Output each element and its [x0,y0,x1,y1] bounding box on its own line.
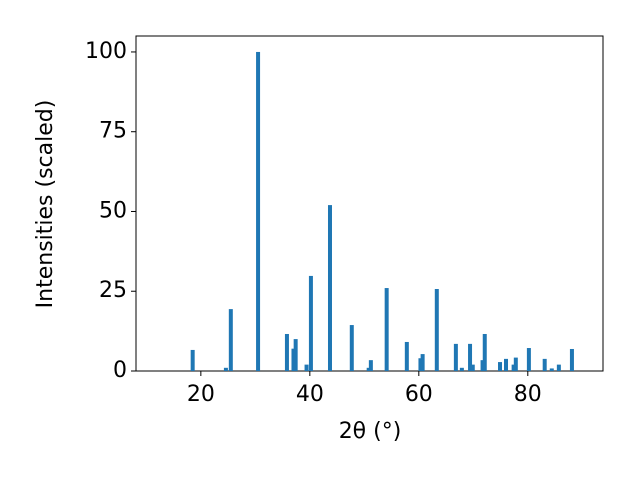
y-tick-label: 50 [99,198,127,223]
y-tick-label: 100 [85,39,127,64]
bar [434,289,439,371]
bar [291,348,296,371]
bar [549,368,554,371]
bar [556,364,561,371]
bar [190,349,195,371]
bar [504,358,509,371]
bar [513,357,518,371]
bar [366,367,371,371]
bar [418,358,423,371]
bar [293,339,298,371]
bar [327,205,332,371]
bar [569,348,574,371]
bar [526,348,531,371]
bar [349,325,354,371]
y-tick-label: 0 [113,358,127,383]
y-tick-label: 25 [99,278,127,303]
bar [542,358,547,371]
x-axis-label: 2θ (°) [339,419,402,444]
bar [468,343,473,371]
x-tick-label: 20 [187,382,215,407]
bar [482,333,487,371]
bar [453,343,458,371]
x-tick-label: 80 [514,382,542,407]
bar [498,362,503,371]
bar [368,360,373,371]
bar [480,360,485,371]
bar [304,364,309,371]
bar [404,341,409,371]
y-tick-label: 75 [99,119,127,144]
bar [459,367,464,371]
bar [223,367,228,371]
bar [384,288,389,371]
x-tick-label: 40 [296,382,324,407]
y-axis-label: Intensities (scaled) [33,100,58,309]
bar [228,309,233,371]
x-tick-label: 60 [405,382,433,407]
bar [420,354,425,371]
bar [470,364,475,371]
bar [256,51,261,371]
axes-frame [135,35,604,372]
bar [284,333,289,371]
bar [511,364,516,371]
bar [308,275,313,371]
